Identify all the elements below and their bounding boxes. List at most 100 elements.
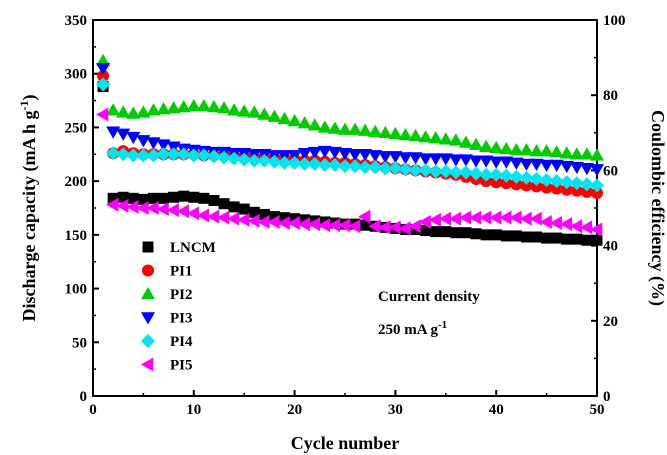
data-point-pi5 <box>388 220 401 235</box>
data-markers <box>96 53 604 246</box>
data-point-pi4 <box>529 171 544 186</box>
y-tick-label: 350 <box>65 13 88 29</box>
data-point-lncm <box>107 192 119 204</box>
data-point-pi1 <box>500 177 513 190</box>
data-point-pi4 <box>247 153 262 168</box>
data-point-pi5 <box>338 218 351 233</box>
data-point-pi3 <box>348 149 363 162</box>
data-point-pi2 <box>469 137 484 150</box>
data-point-lncm <box>147 192 159 204</box>
data-point-lncm <box>299 214 311 226</box>
y-axis-label-sup: -1 <box>17 101 31 111</box>
data-point-pi2 <box>499 141 514 155</box>
data-point-pi4 <box>307 156 322 171</box>
y-tick-label: 150 <box>65 228 88 244</box>
x-axis-label: Cycle number <box>291 433 399 453</box>
data-point-lncm <box>440 226 452 238</box>
legend-marker-lncm <box>142 241 154 253</box>
data-point-pi3 <box>579 163 594 176</box>
data-point-pi4 <box>569 176 584 191</box>
data-point-pi4 <box>186 148 201 163</box>
y-axis-label-main: Discharge capacity (mA h g <box>19 111 40 322</box>
data-point-pi5 <box>307 217 321 232</box>
data-point-pi3 <box>327 146 342 160</box>
series-pi2 <box>96 53 604 161</box>
data-point-pi3 <box>590 164 604 177</box>
data-point-lncm <box>551 232 563 244</box>
data-point-pi3 <box>509 157 524 170</box>
data-point-pi3 <box>378 151 393 164</box>
data-point-pi2 <box>358 123 373 136</box>
data-point-pi2 <box>217 101 232 114</box>
data-point-pi2 <box>458 135 473 148</box>
y-axis-label: Discharge capacity (mA h g-1) <box>17 95 40 322</box>
data-point-pi3 <box>569 161 584 175</box>
y-axis-label-close: ) <box>19 95 40 101</box>
y-axis-ticks: 0 50 100 150 200 250 300 350 <box>65 13 99 405</box>
data-point-pi5 <box>458 210 472 225</box>
data-point-pi1 <box>580 185 593 198</box>
data-point-pi4 <box>317 158 332 173</box>
data-point-pi1 <box>510 178 523 191</box>
data-point-pi3 <box>307 146 322 160</box>
x-tick-label: 40 <box>489 402 504 418</box>
x-tick-label: 20 <box>287 402 302 418</box>
data-point-pi5 <box>479 210 492 225</box>
data-point-lncm <box>268 211 280 223</box>
data-point-pi3 <box>539 159 554 173</box>
legend-marker-pi1 <box>142 264 154 277</box>
data-point-pi5 <box>186 206 200 221</box>
data-point-pi5 <box>156 202 169 217</box>
data-point-lncm <box>490 229 502 241</box>
data-point-pi5 <box>287 216 300 231</box>
data-point-pi3 <box>559 160 574 174</box>
data-point-pi2 <box>156 102 171 115</box>
data-point-pi1 <box>490 176 503 189</box>
data-point-lncm <box>460 227 472 239</box>
data-point-pi2 <box>176 100 191 113</box>
data-point-pi4 <box>338 159 352 174</box>
data-point-lncm <box>248 206 260 218</box>
y-tick-label: 100 <box>65 282 88 298</box>
data-point-pi3 <box>388 151 403 164</box>
data-point-lncm <box>480 229 492 241</box>
legend-label-pi5: PI5 <box>170 358 193 374</box>
data-point-pi3 <box>398 152 413 165</box>
legend-label-pi2: PI2 <box>170 287 193 303</box>
data-point-pi2 <box>348 122 363 135</box>
x-tick-label: 10 <box>186 402 201 418</box>
data-point-pi2 <box>196 98 211 112</box>
data-point-pi3 <box>448 154 463 167</box>
data-point-lncm <box>279 212 291 224</box>
data-point-pi5 <box>448 211 462 226</box>
legend-marker-pi3 <box>141 312 155 325</box>
data-point-pi5 <box>227 211 240 226</box>
data-point-pi2 <box>590 148 604 161</box>
data-point-pi4 <box>196 148 211 163</box>
data-point-pi2 <box>166 101 181 114</box>
y-tick-label: 50 <box>72 335 87 351</box>
data-point-pi2 <box>519 142 534 156</box>
data-point-lncm <box>510 230 522 242</box>
data-point-pi2 <box>338 122 352 135</box>
data-point-pi4 <box>327 158 342 173</box>
data-point-lncm <box>168 191 180 203</box>
data-point-pi5 <box>196 208 210 223</box>
data-point-pi2 <box>106 103 121 116</box>
data-point-pi1 <box>550 182 563 195</box>
data-point-pi2 <box>428 131 443 144</box>
data-point-lncm <box>520 231 532 243</box>
data-point-pi4 <box>458 165 473 180</box>
data-point-pi5 <box>96 107 109 122</box>
data-point-pi3 <box>428 153 443 166</box>
data-point-pi4 <box>509 169 524 184</box>
data-point-pi3 <box>358 149 373 162</box>
data-point-pi2 <box>569 147 584 160</box>
legend-marker-pi4 <box>141 334 155 348</box>
data-point-pi2 <box>206 100 221 113</box>
data-point-lncm <box>581 234 593 246</box>
data-point-pi5 <box>509 210 522 225</box>
data-point-pi4 <box>267 154 282 169</box>
data-point-pi2 <box>257 107 272 120</box>
